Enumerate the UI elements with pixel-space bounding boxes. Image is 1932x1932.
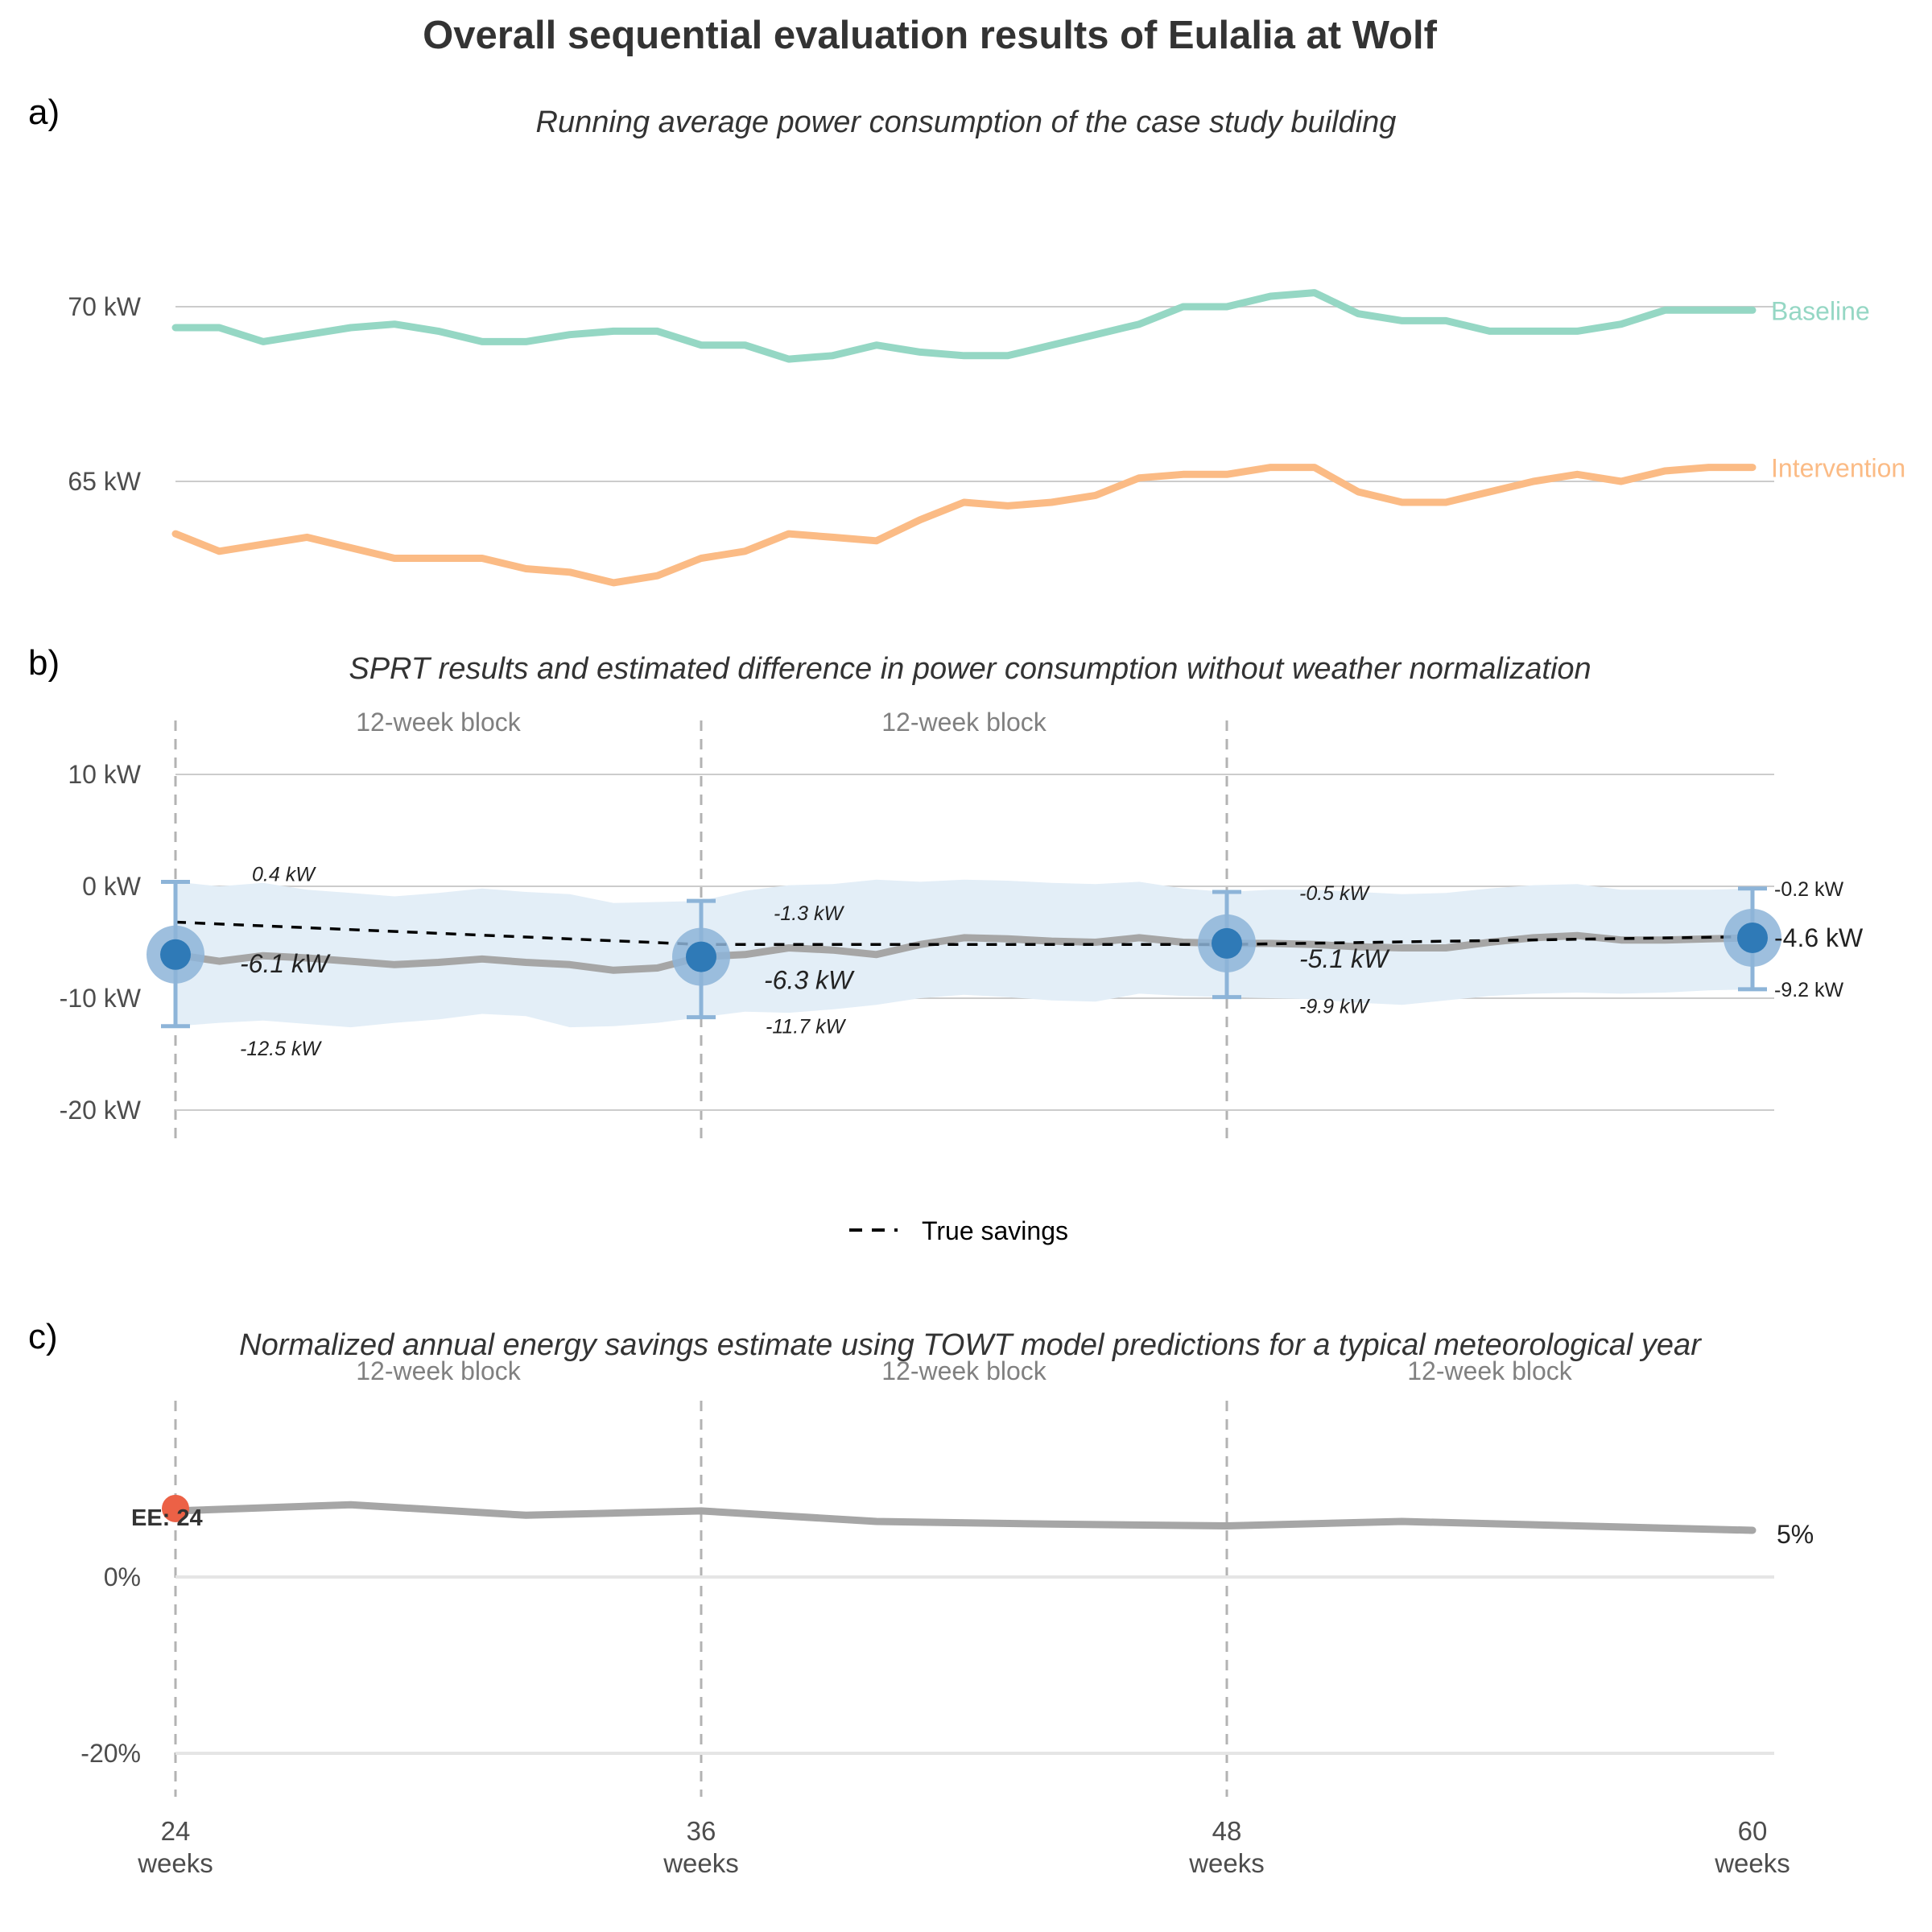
series-label-baseline: Baseline [1771, 296, 1870, 325]
block-label: 12-week block [1407, 1356, 1573, 1385]
upper-bound-label: 0.4 kW [252, 863, 316, 886]
y-tick-label: 10 kW [68, 760, 141, 789]
true-savings-line [175, 920, 1753, 947]
y-tick-label: -20 kW [60, 1096, 142, 1125]
x-tick-label: 24 [161, 1816, 191, 1846]
x-tick-unit: weeks [1714, 1848, 1790, 1878]
x-tick-label: 36 [687, 1816, 716, 1846]
y-tick-label: 70 kW [68, 292, 141, 321]
panel-a-tag: a) [28, 93, 60, 132]
upper-bound-label: -0.2 kW [1774, 878, 1844, 901]
panel-b-tag: b) [28, 643, 60, 683]
savings-line [171, 1501, 1757, 1534]
estimate-label: -6.3 kW [764, 966, 855, 995]
block-label: 12-week block [881, 708, 1047, 737]
panel-c: c) Normalized annual energy savings esti… [28, 1317, 1814, 1797]
block-label: 12-week block [356, 708, 522, 737]
x-tick-unit: weeks [663, 1848, 739, 1878]
y-tick-label: -10 kW [60, 984, 142, 1013]
checkpoint-point [1212, 927, 1242, 959]
early-end-point [162, 1494, 189, 1522]
end-value-label: 5% [1777, 1520, 1814, 1549]
x-tick-unit: weeks [137, 1848, 213, 1878]
estimate-label: -4.6 kW [1774, 923, 1864, 952]
lower-bound-label: -9.9 kW [1299, 996, 1371, 1018]
x-tick-label: 60 [1738, 1816, 1768, 1846]
chart-title: Overall sequential evaluation results of… [423, 14, 1438, 57]
x-tick-label: 48 [1212, 1816, 1242, 1846]
x-tick-unit: weeks [1188, 1848, 1265, 1878]
estimate-line [171, 931, 1757, 974]
y-tick-label: 0 kW [82, 872, 142, 901]
confidence-band [175, 879, 1752, 1028]
y-tick-label: 0% [104, 1563, 141, 1591]
panel-b-subtitle: SPRT results and estimated difference in… [349, 652, 1591, 686]
lower-bound-label: -11.7 kW [766, 1016, 847, 1038]
estimate-label: -5.1 kW [1299, 944, 1390, 973]
panel-c-tag: c) [28, 1317, 58, 1356]
series-line-intervention [171, 464, 1757, 587]
series-line-baseline [171, 289, 1757, 363]
block-label: 12-week block [881, 1356, 1047, 1385]
checkpoint-point [160, 939, 191, 970]
panel-c-subtitle: Normalized annual energy savings estimat… [239, 1328, 1702, 1362]
block-label: 12-week block [356, 1356, 522, 1385]
y-tick-label: 65 kW [68, 467, 141, 496]
checkpoint-point [1737, 922, 1768, 953]
panel-b: b) SPRT results and estimated difference… [28, 643, 1864, 1139]
early-end-label: EE: 24 [131, 1505, 203, 1531]
legend: True savings [849, 1216, 1068, 1245]
legend-true-savings-label: True savings [922, 1216, 1068, 1245]
checkpoint-point [686, 941, 716, 972]
lower-bound-label: -9.2 kW [1774, 979, 1844, 1001]
lower-bound-label: -12.5 kW [240, 1038, 322, 1060]
y-tick-label: -20% [80, 1739, 141, 1768]
estimate-label: -6.1 kW [240, 949, 331, 978]
series-label-intervention: Intervention [1771, 454, 1905, 483]
upper-bound-label: -0.5 kW [1299, 882, 1371, 905]
panel-a-subtitle: Running average power consumption of the… [536, 105, 1397, 139]
panel-a: a) Running average power consumption of … [28, 93, 1905, 587]
upper-bound-label: -1.3 kW [774, 902, 845, 925]
